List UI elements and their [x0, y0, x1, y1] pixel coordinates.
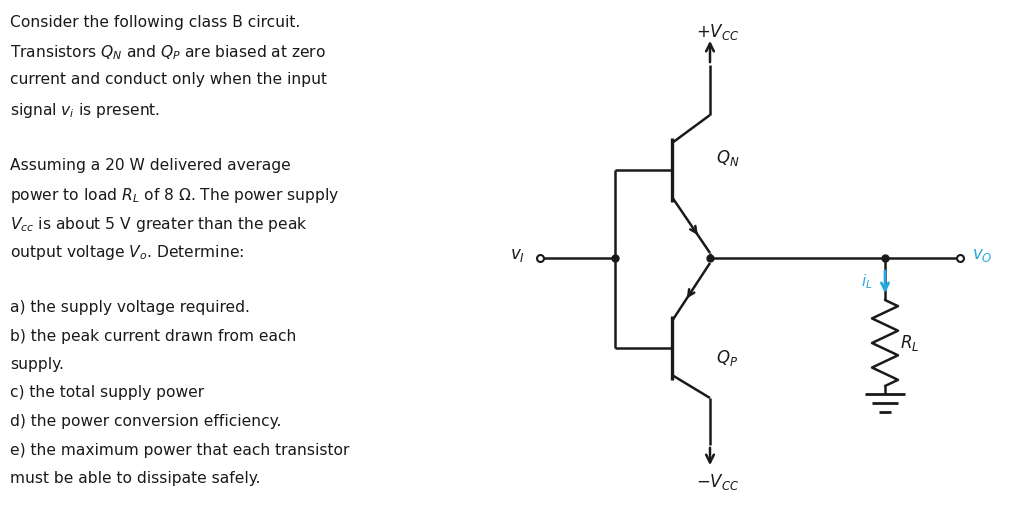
Text: d) the power conversion efficiency.: d) the power conversion efficiency.	[10, 414, 282, 429]
Text: current and conduct only when the input: current and conduct only when the input	[10, 72, 327, 87]
Text: $i_L$: $i_L$	[861, 272, 873, 291]
Text: $+V_{CC}$: $+V_{CC}$	[696, 22, 739, 42]
Text: signal $v_i$ is present.: signal $v_i$ is present.	[10, 100, 160, 120]
Text: output voltage $V_o$. Determine:: output voltage $V_o$. Determine:	[10, 243, 244, 262]
Text: c) the total supply power: c) the total supply power	[10, 385, 204, 400]
Text: power to load $R_L$ of 8 Ω. The power supply: power to load $R_L$ of 8 Ω. The power su…	[10, 186, 339, 205]
Text: $Q_P$: $Q_P$	[716, 348, 738, 368]
Text: e) the maximum power that each transistor: e) the maximum power that each transisto…	[10, 443, 349, 458]
Text: $-V_{CC}$: $-V_{CC}$	[696, 472, 739, 492]
Text: $R_L$: $R_L$	[900, 333, 920, 353]
Text: b) the peak current drawn from each: b) the peak current drawn from each	[10, 329, 296, 344]
Text: Consider the following class B circuit.: Consider the following class B circuit.	[10, 15, 300, 30]
Text: $v_I$: $v_I$	[510, 246, 525, 264]
Text: $Q_N$: $Q_N$	[716, 148, 739, 168]
Text: must be able to dissipate safely.: must be able to dissipate safely.	[10, 471, 260, 486]
Text: $V_{cc}$ is about 5 V greater than the peak: $V_{cc}$ is about 5 V greater than the p…	[10, 215, 307, 233]
Text: Assuming a 20 W delivered average: Assuming a 20 W delivered average	[10, 158, 291, 173]
Text: Transistors $Q_N$ and $Q_P$ are biased at zero: Transistors $Q_N$ and $Q_P$ are biased a…	[10, 44, 326, 62]
Text: supply.: supply.	[10, 357, 63, 372]
Text: $v_O$: $v_O$	[972, 246, 992, 264]
Text: a) the supply voltage required.: a) the supply voltage required.	[10, 300, 250, 315]
